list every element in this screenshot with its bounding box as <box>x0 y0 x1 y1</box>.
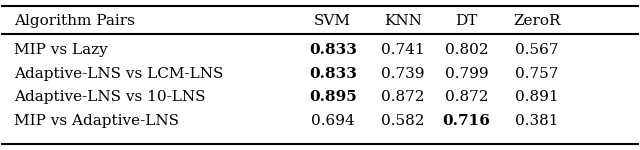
Text: 0.741: 0.741 <box>381 43 425 57</box>
Text: MIP vs Lazy: MIP vs Lazy <box>14 43 108 57</box>
Text: 0.799: 0.799 <box>445 67 488 81</box>
Text: 0.833: 0.833 <box>309 43 356 57</box>
Text: 0.833: 0.833 <box>309 67 356 81</box>
Text: 0.891: 0.891 <box>515 90 559 104</box>
Text: KNN: KNN <box>384 14 422 28</box>
Text: Adaptive-LNS vs 10-LNS: Adaptive-LNS vs 10-LNS <box>14 90 205 104</box>
Text: DT: DT <box>456 14 477 28</box>
Text: SVM: SVM <box>314 14 351 28</box>
Text: ZeroR: ZeroR <box>513 14 561 28</box>
Text: 0.739: 0.739 <box>381 67 424 81</box>
Text: 0.872: 0.872 <box>445 90 488 104</box>
Text: 0.757: 0.757 <box>515 67 558 81</box>
Text: Adaptive-LNS vs LCM-LNS: Adaptive-LNS vs LCM-LNS <box>14 67 223 81</box>
Text: 0.895: 0.895 <box>309 90 356 104</box>
Text: 0.567: 0.567 <box>515 43 559 57</box>
Text: 0.694: 0.694 <box>311 114 355 128</box>
Text: Algorithm Pairs: Algorithm Pairs <box>14 14 135 28</box>
Text: MIP vs Adaptive-LNS: MIP vs Adaptive-LNS <box>14 114 179 128</box>
Text: 0.716: 0.716 <box>443 114 490 128</box>
Text: 0.802: 0.802 <box>445 43 488 57</box>
Text: 0.872: 0.872 <box>381 90 424 104</box>
Text: 0.381: 0.381 <box>515 114 559 128</box>
Text: 0.582: 0.582 <box>381 114 424 128</box>
